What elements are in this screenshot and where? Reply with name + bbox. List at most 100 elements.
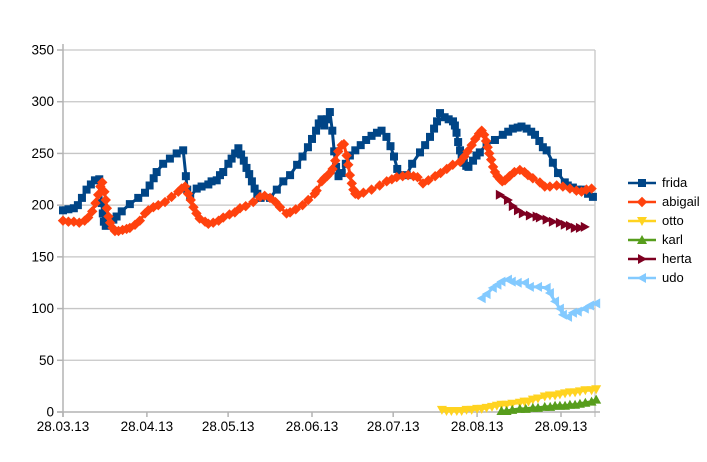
- x-axis-label: 28.09.13: [535, 419, 588, 434]
- legend-marker: [637, 272, 646, 283]
- series-frida-marker: [152, 168, 161, 177]
- series-frida-marker: [312, 126, 321, 135]
- legend-item-herta: herta: [627, 249, 700, 268]
- series-udo-marker: [591, 298, 601, 309]
- legend-item-frida: frida: [627, 173, 700, 192]
- series-abigail-marker: [303, 194, 314, 206]
- series-abigail-marker: [527, 173, 539, 184]
- series-frida-marker: [192, 184, 201, 193]
- series-frida-marker: [449, 117, 458, 126]
- series-herta-marker: [525, 210, 535, 221]
- series-udo-marker: [512, 277, 522, 288]
- series-abigail-marker: [499, 175, 511, 186]
- series-karl-marker: [507, 404, 518, 414]
- series-udo-marker: [541, 282, 551, 293]
- series-udo-marker: [563, 311, 573, 322]
- legend-marker: [636, 196, 648, 207]
- series-udo-marker: [554, 303, 564, 314]
- series-frida-marker: [426, 132, 435, 141]
- series-abigail-marker: [557, 181, 569, 192]
- series-frida-marker: [82, 185, 91, 194]
- x-axis-label: 28.07.13: [367, 419, 420, 434]
- series-abigail-marker: [82, 212, 94, 223]
- y-axis-label: 300: [31, 94, 54, 109]
- series-abigail-marker: [97, 177, 108, 188]
- series-frida-marker: [508, 124, 517, 133]
- series-frida-marker: [382, 132, 391, 141]
- series-frida-marker: [298, 152, 307, 161]
- series-abigail-marker: [397, 170, 408, 182]
- series-herta-marker: [560, 219, 570, 230]
- series-abigail-marker: [191, 208, 202, 219]
- legend-item-otto: otto: [627, 211, 700, 230]
- series-abigail-marker: [534, 177, 546, 188]
- series-frida-marker: [430, 124, 439, 133]
- series-abigail-marker: [159, 196, 171, 208]
- series-frida-marker: [390, 152, 399, 161]
- series-karl: [496, 394, 602, 415]
- series-frida-marker: [433, 117, 442, 126]
- series-frida-marker: [504, 127, 513, 136]
- series-abigail-marker: [290, 204, 301, 215]
- x-axis-label: 28.08.13: [451, 419, 504, 434]
- series-herta-marker: [535, 212, 545, 223]
- series-udo-marker: [550, 296, 560, 307]
- series-frida-marker: [554, 169, 563, 178]
- series-frida-marker: [145, 181, 154, 190]
- x-axis-label: 28.04.13: [121, 419, 174, 434]
- legend-label: karl: [662, 232, 683, 247]
- series-frida-marker: [141, 188, 150, 197]
- series-frida-marker: [247, 177, 256, 186]
- series-abigail-marker: [514, 164, 526, 176]
- series-frida-marker: [149, 174, 158, 183]
- legend-marker: [637, 216, 647, 226]
- series-frida-marker: [237, 150, 246, 159]
- series-abigail-marker: [341, 150, 352, 161]
- series-abigail-marker: [213, 215, 224, 226]
- legend-label: abigail: [662, 194, 700, 209]
- series-frida-marker: [231, 149, 240, 158]
- series-abigail: [57, 125, 597, 237]
- series-abigail-marker: [321, 170, 333, 182]
- series-frida-marker: [272, 185, 281, 194]
- series-abigail-marker: [485, 154, 497, 165]
- series-abigail-marker: [571, 185, 582, 196]
- series-herta-marker: [542, 214, 552, 225]
- series-frida-marker: [234, 144, 243, 153]
- series-abigail-marker: [274, 202, 286, 213]
- series-frida-marker: [250, 184, 259, 193]
- series-frida-marker: [172, 149, 181, 158]
- series-frida-marker: [212, 176, 221, 185]
- series-herta-marker: [555, 217, 565, 228]
- series-udo-marker: [481, 289, 491, 300]
- series-abigail-marker: [264, 192, 276, 204]
- series-frida-marker: [134, 193, 143, 202]
- series-abigail-marker: [551, 180, 562, 191]
- series-abigail-marker: [100, 194, 111, 206]
- series-frida-marker: [159, 159, 168, 168]
- y-axis-label: 100: [31, 301, 54, 316]
- series-frida-marker: [314, 119, 323, 128]
- series-frida-marker: [90, 176, 99, 185]
- series-abigail-marker: [348, 184, 359, 195]
- series-frida-marker: [475, 148, 484, 157]
- legend-item-abigail: abigail: [627, 192, 700, 211]
- series-udo-marker: [524, 281, 534, 292]
- series-udo-marker: [496, 276, 506, 287]
- series-abigail-marker: [139, 208, 151, 219]
- legend-marker: [638, 178, 646, 187]
- series-frida-marker: [542, 146, 551, 155]
- series-abigail-marker: [240, 200, 251, 212]
- series-abigail-marker: [327, 163, 338, 175]
- series-frida-marker: [303, 143, 312, 152]
- series-abigail-marker: [489, 166, 501, 178]
- legend-karl-arrow-up-icon: [628, 234, 656, 244]
- y-axis-label: 50: [39, 353, 54, 368]
- y-axis-label: 150: [31, 249, 54, 264]
- series-herta-marker: [513, 205, 523, 216]
- series-frida-marker: [86, 180, 95, 189]
- series-udo-marker: [506, 276, 516, 287]
- series-abigail-marker: [480, 135, 492, 147]
- series-frida-marker: [332, 162, 341, 171]
